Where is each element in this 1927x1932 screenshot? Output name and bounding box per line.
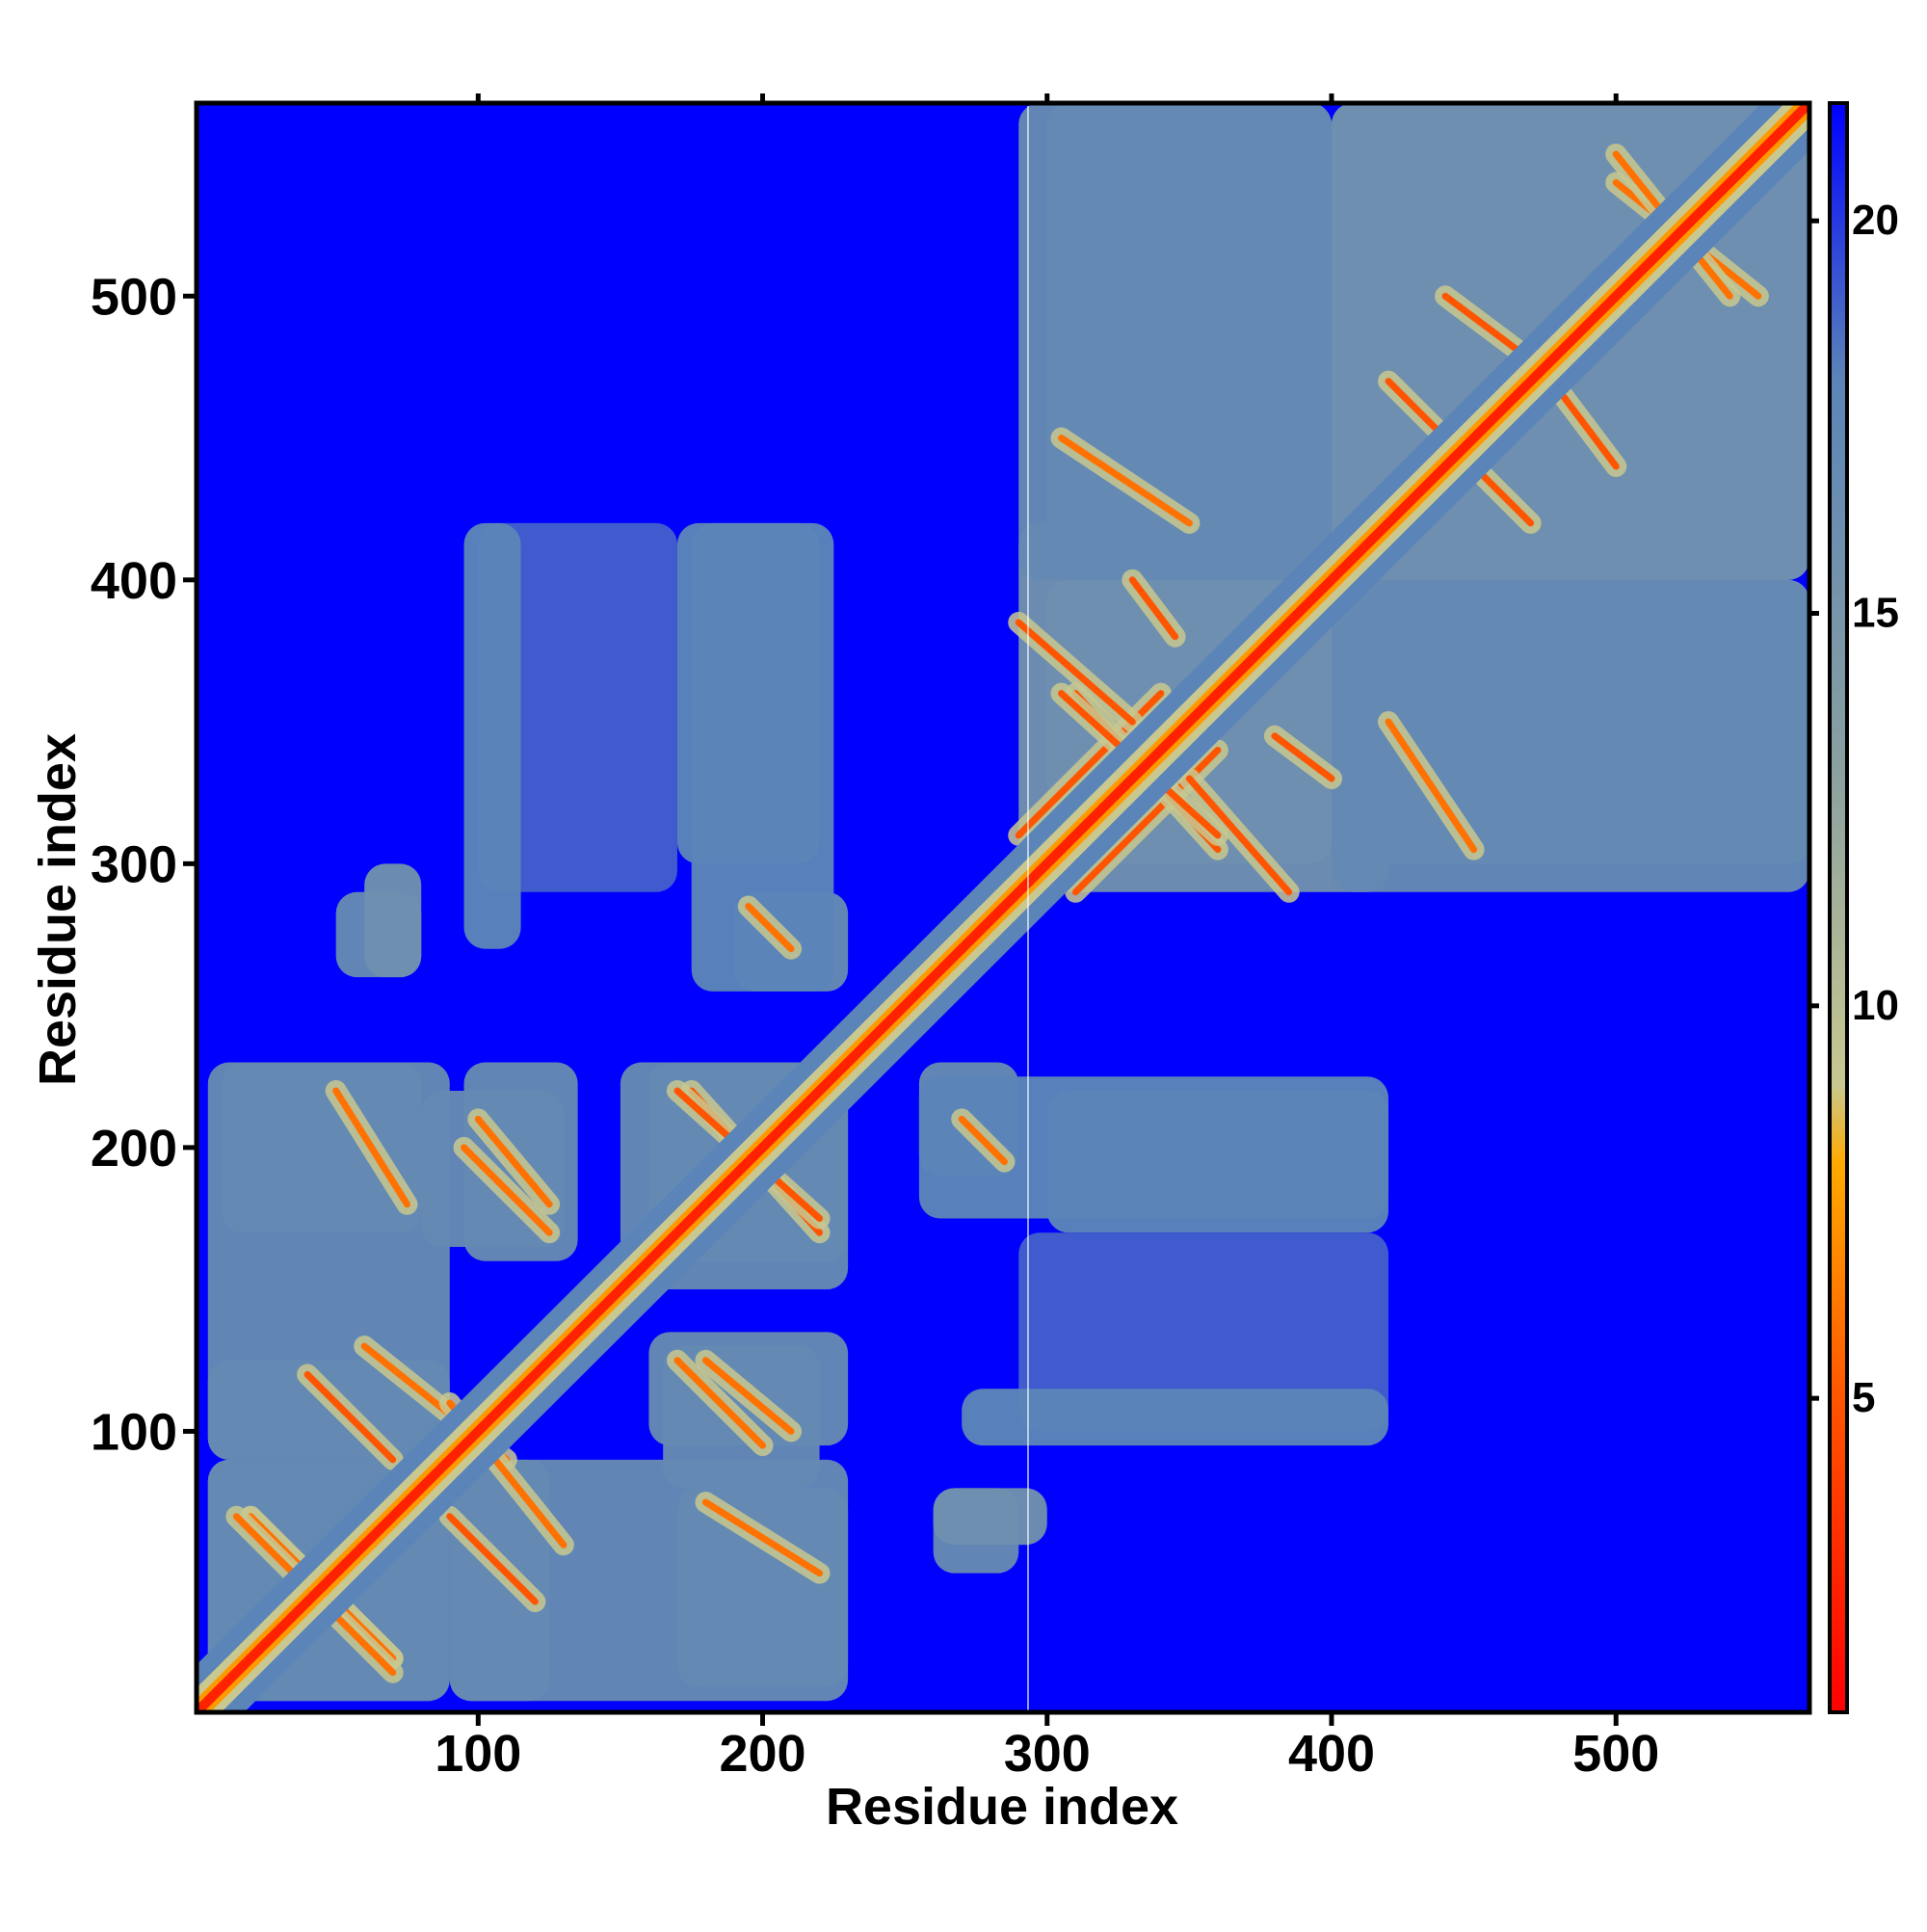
heatmap-diagonal — [197, 103, 1809, 1712]
contact-streak-2-mirror — [701, 1498, 824, 1577]
contact-streak-5-mirror — [461, 1144, 553, 1236]
contact-streak-6-mirror — [304, 1371, 397, 1464]
contact-streak-3 — [474, 1115, 553, 1208]
x-axis-title: Residue index — [826, 1778, 1178, 1836]
diagonal-line — [197, 103, 1809, 1712]
colorbar-tick-label-3: 20 — [1852, 197, 1899, 244]
colorbar-tick-label-0: 5 — [1852, 1374, 1875, 1421]
x-axis: 100 200 300 400 500 — [435, 93, 1659, 1783]
contact-streak-13 — [1385, 718, 1478, 854]
x-tick-label-1: 200 — [719, 1725, 805, 1783]
heatmap-region-6-mirror — [222, 1062, 422, 1233]
x-tick-label-2: 300 — [1004, 1725, 1091, 1783]
y-axis: 100 200 300 400 500 — [91, 268, 197, 1461]
x-tick-label-4: 500 — [1572, 1725, 1659, 1783]
y-tick-label-3: 400 — [91, 552, 177, 610]
contact-streak-6 — [446, 1513, 539, 1605]
x-tick-label-0: 100 — [435, 1725, 521, 1783]
contact-streak-13-mirror — [1058, 435, 1193, 527]
x-tick-label-3: 400 — [1288, 1725, 1375, 1783]
contact-streak-5 — [673, 1357, 767, 1449]
heatmap-region-13 — [1046, 103, 1332, 580]
contact-streak-11-mirror — [1271, 732, 1335, 782]
y-tick-label-4: 500 — [91, 268, 177, 326]
contact-streak-8 — [958, 1115, 1008, 1166]
heatmap-region-17 — [691, 522, 834, 992]
y-tick-label-2: 300 — [91, 835, 177, 893]
heatmap-region-15-mirror — [933, 1488, 1047, 1546]
plot-frame — [194, 100, 1812, 1715]
contact-streak-11 — [1128, 576, 1179, 641]
heatmap-region-16 — [463, 522, 521, 949]
colorbar — [1828, 101, 1849, 1714]
contact-streak-3-mirror — [701, 1357, 795, 1435]
y-tick-label-1: 200 — [91, 1120, 177, 1178]
heatmap-region-17-mirror — [918, 1076, 1389, 1219]
heatmap-region-10-mirror — [478, 522, 677, 892]
heatmap-region-13-mirror — [1332, 579, 1809, 864]
contact-streak-2 — [332, 1087, 410, 1208]
contact-streak-8-mirror — [745, 903, 795, 953]
y-axis-title: Residue index — [29, 733, 87, 1086]
colorbar-tick-label-2: 15 — [1852, 590, 1899, 637]
contact-streak-12 — [1185, 775, 1293, 896]
heatmap-region-16-mirror — [962, 1389, 1389, 1446]
heatmap-region-10 — [1018, 1232, 1389, 1432]
y-tick-label-0: 100 — [91, 1403, 177, 1461]
colorbar-tick-label-1: 10 — [1852, 982, 1899, 1029]
heatmap-region-6 — [676, 1488, 849, 1687]
heatmap-region-15 — [364, 863, 422, 978]
contact-streak-12-mirror — [1015, 619, 1136, 726]
colorbar-axis: 5 10 15 20 — [1809, 197, 1899, 1421]
